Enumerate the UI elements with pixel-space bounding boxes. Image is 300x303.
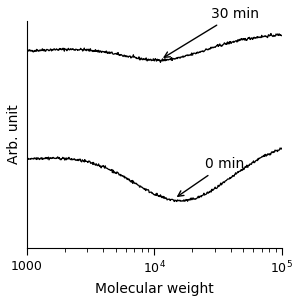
Text: 30 min: 30 min <box>164 7 259 57</box>
Y-axis label: Arb. unit: Arb. unit <box>7 105 21 164</box>
Text: 0 min: 0 min <box>178 157 244 196</box>
X-axis label: Molecular weight: Molecular weight <box>95 282 213 296</box>
